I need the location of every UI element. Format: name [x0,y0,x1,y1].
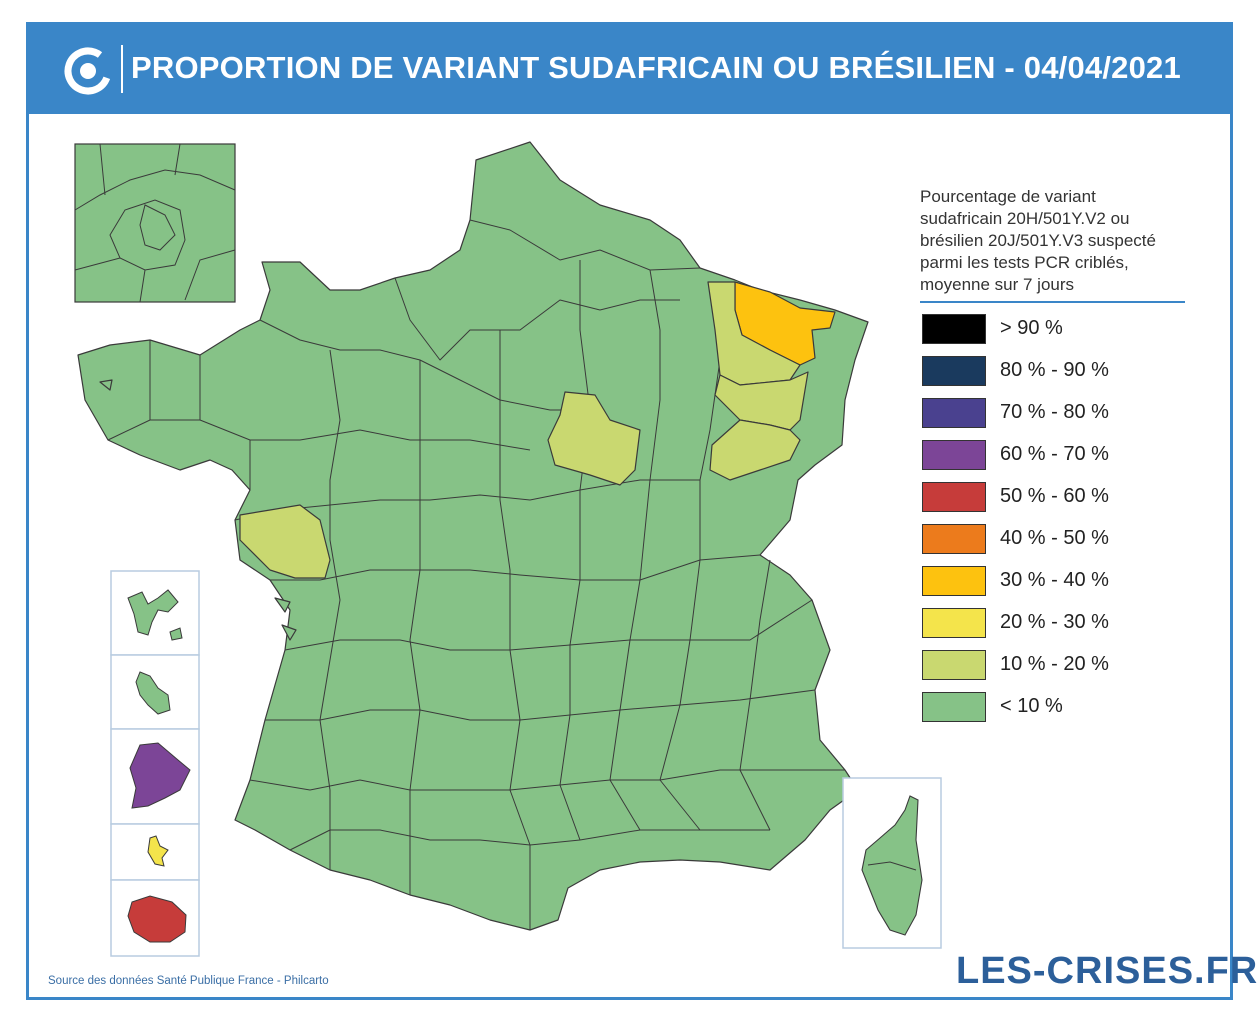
legend-label: 50 % - 60 % [1000,485,1109,507]
legend-swatch [922,398,986,428]
legend-label: 60 % - 70 % [1000,443,1109,465]
map-corse [861,795,923,936]
map-martinique [135,671,171,715]
department-vendee [239,504,331,579]
legend-swatch [922,650,986,680]
page-title: PROPORTION DE VARIANT SUDAFRICAIN OU BRÉ… [131,50,1181,85]
department-haute-saone [709,419,801,481]
ile-de-france-inset [74,143,236,303]
legend-swatch [922,314,986,344]
map-guadeloupe [127,589,183,641]
legend-label: > 90 % [1000,317,1063,339]
map-mayotte [147,835,169,867]
legend-swatch [922,356,986,386]
department-aube [547,391,641,486]
header-bar [26,22,1233,114]
legend-description: Pourcentage de variant sudafricain 20H/5… [920,187,1156,294]
legend-swatch [922,440,986,470]
legend-swatch [922,524,986,554]
legend-label: 20 % - 30 % [1000,611,1109,633]
legend-label: 10 % - 20 % [1000,653,1109,675]
source-note: Source des données Santé Publique France… [48,975,329,987]
legend-label: 30 % - 40 % [1000,569,1109,591]
legend-swatch [922,608,986,638]
legend-label: 40 % - 50 % [1000,527,1109,549]
map-guyane [129,742,191,809]
department-vosges-meurthe [714,371,809,431]
legend-label: < 10 % [1000,695,1063,717]
brand-logo-text: LES-CRISES.FR [956,950,1259,992]
legend-swatch [922,566,986,596]
map-metropole [77,141,869,931]
map-reunion [127,895,187,943]
legend-swatch [922,482,986,512]
les-crises-logo-icon [64,47,112,95]
header-separator [121,45,123,93]
department-moselle [707,281,801,386]
legend-label: 80 % - 90 % [1000,359,1109,381]
legend-swatch [922,692,986,722]
legend-label: 70 % - 80 % [1000,401,1109,423]
legend-divider [920,301,1185,303]
